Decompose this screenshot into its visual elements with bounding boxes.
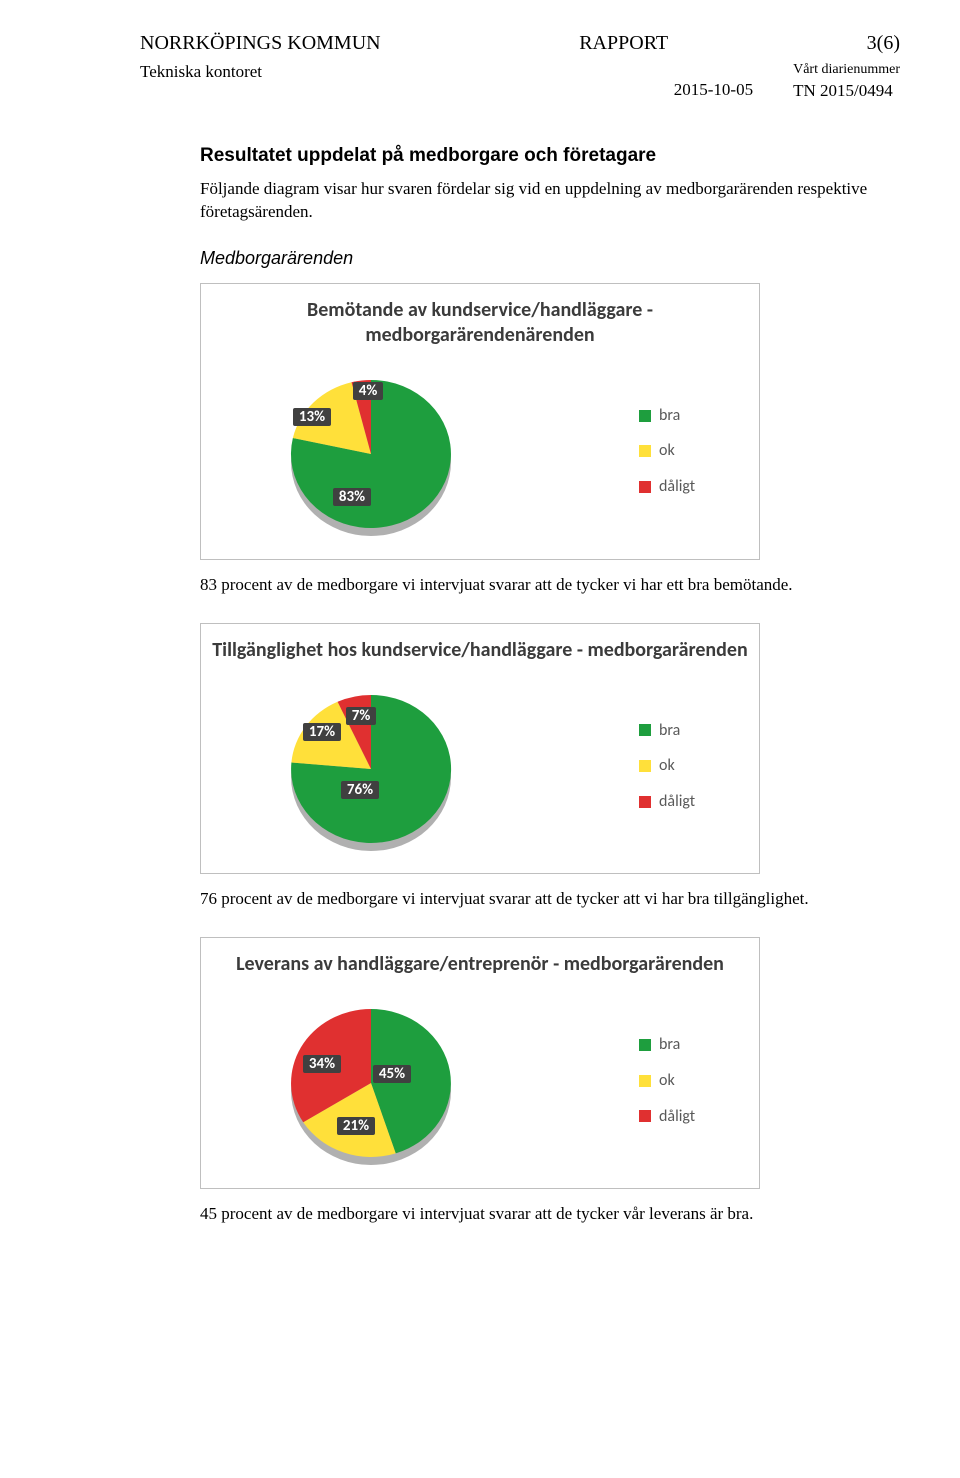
chart-title: Tillgänglighet hos kundservice/handlägga… (211, 638, 749, 663)
page-number: 3(6) (867, 30, 900, 57)
department: Tekniska kontoret (140, 61, 262, 103)
legend-item-bra: bra (639, 405, 729, 427)
legend-item-daligt: dåligt (639, 1106, 729, 1128)
page-header: NORRKÖPINGS KOMMUN RAPPORT 3(6) (140, 30, 900, 57)
report-label: RAPPORT (579, 30, 668, 57)
chart-legend: bra ok dåligt (639, 1034, 729, 1127)
page-subheader: Tekniska kontoret 2015-10-05 Vårt diarie… (140, 61, 900, 103)
pie-label-daligt: 7% (352, 707, 371, 725)
pie-label-daligt: 4% (359, 382, 378, 400)
legend-item-bra: bra (639, 720, 729, 742)
pie-chart: 34% 45% 21% (251, 987, 491, 1174)
chart-title: Leverans av handläggare/entreprenör - me… (211, 952, 749, 977)
section-title: Resultatet uppdelat på medborgare och fö… (200, 143, 880, 169)
pie-chart: 4% 13% 83% (251, 358, 491, 545)
date-block: 2015-10-05 (674, 61, 753, 103)
diary-label: Vårt diarienummer (793, 61, 900, 80)
subsection-heading: Medborgarärenden (200, 246, 880, 270)
chart-legend: bra ok dåligt (639, 405, 729, 498)
chart-title: Bemötande av kundservice/handläggare - m… (211, 298, 749, 348)
diary-number: TN 2015/0494 (793, 80, 900, 103)
diary-block: Vårt diarienummer TN 2015/0494 (793, 61, 900, 103)
pie-label-bra: 76% (347, 781, 373, 799)
org-name: NORRKÖPINGS KOMMUN (140, 30, 381, 57)
chart-caption: 76 procent av de medborgare vi intervjua… (200, 888, 840, 911)
chart-caption: 45 procent av de medborgare vi intervjua… (200, 1203, 840, 1226)
legend-item-daligt: dåligt (639, 791, 729, 813)
legend-item-ok: ok (639, 440, 729, 462)
legend-item-ok: ok (639, 755, 729, 777)
chart-legend: bra ok dåligt (639, 720, 729, 813)
legend-item-daligt: dåligt (639, 476, 729, 498)
chart-card-bemotande: Bemötande av kundservice/handläggare - m… (200, 283, 760, 560)
chart-card-tillganglighet: Tillgänglighet hos kundservice/handlägga… (200, 623, 760, 875)
pie-label-daligt: 34% (309, 1055, 335, 1073)
legend-item-bra: bra (639, 1034, 729, 1056)
content-area: Resultatet uppdelat på medborgare och fö… (140, 143, 900, 1226)
pie-label-ok: 21% (343, 1117, 369, 1135)
pie-chart: 7% 17% 76% (251, 673, 491, 860)
pie-label-ok: 13% (299, 408, 325, 426)
chart-caption: 83 procent av de medborgare vi intervjua… (200, 574, 840, 597)
pie-label-ok: 17% (309, 723, 335, 741)
pie-label-bra: 83% (339, 488, 365, 506)
pie-label-bra: 45% (379, 1065, 405, 1083)
report-date: 2015-10-05 (674, 79, 753, 102)
chart-card-leverans: Leverans av handläggare/entreprenör - me… (200, 937, 760, 1189)
section-intro: Följande diagram visar hur svaren fördel… (200, 178, 880, 224)
legend-item-ok: ok (639, 1070, 729, 1092)
